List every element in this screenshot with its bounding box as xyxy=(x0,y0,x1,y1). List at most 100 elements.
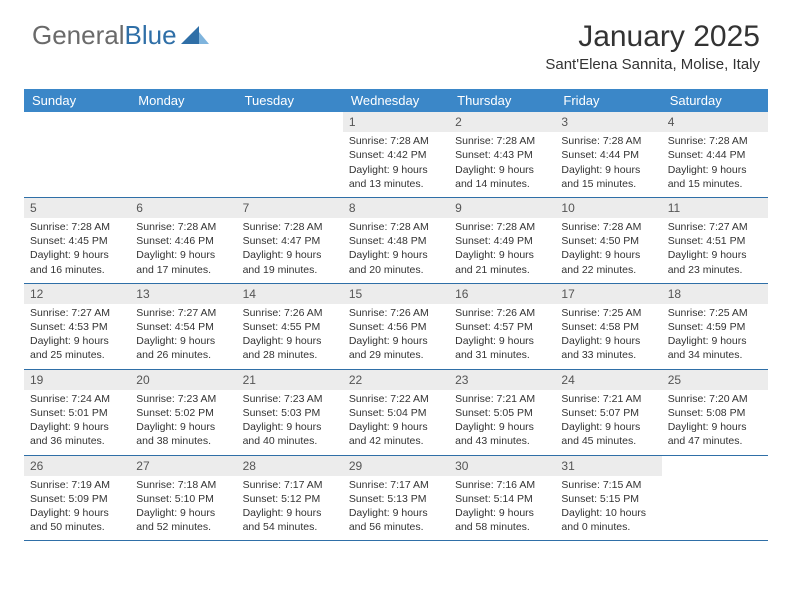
daylight2-label: and 50 minutes. xyxy=(30,520,124,534)
daylight1-label: Daylight: 9 hours xyxy=(561,334,655,348)
day-cell: 6Sunrise: 7:28 AMSunset: 4:46 PMDaylight… xyxy=(130,198,236,283)
day-number: 8 xyxy=(343,198,449,218)
weekday-header: Wednesday xyxy=(343,89,449,112)
week-row: 12 Sunrise: 7:27 AMSunset: 4:53 PM Dayligh… xyxy=(24,284,768,370)
title-block: January 2025 Sant'Elena Sannita, Molise,… xyxy=(545,20,760,73)
day-number: 28 xyxy=(237,456,343,476)
day-number: 22 xyxy=(343,370,449,390)
day-number: 2 xyxy=(449,112,555,132)
day-number: 7 xyxy=(237,198,343,218)
week-row: 5Sunrise: 7:28 AMSunset: 4:45 PMDaylight… xyxy=(24,198,768,284)
day-number: 20 xyxy=(130,370,236,390)
sunset-label: Sunset: 4:42 PM xyxy=(349,148,443,162)
daylight1-label: Daylight: 9 hours xyxy=(349,506,443,520)
sunrise-label: Sunrise: 7:22 AM xyxy=(349,392,443,406)
weekday-header: Monday xyxy=(130,89,236,112)
daylight1-label: Daylight: 9 hours xyxy=(136,506,230,520)
sunset-label: Sunset: 5:03 PM xyxy=(243,406,337,420)
sunset-label: Sunset: 4:48 PM xyxy=(349,234,443,248)
sunrise-label: Sunrise: 7:21 AM xyxy=(561,392,655,406)
day-details: Sunrise: 7:18 AMSunset: 5:10 PMDaylight:… xyxy=(130,478,236,535)
sunrise-label: Sunrise: 7:28 AM xyxy=(668,134,762,148)
sunset-label: Sunset: 4:56 PM xyxy=(349,320,443,334)
daylight2-label: and 45 minutes. xyxy=(561,434,655,448)
day-number: 4 xyxy=(662,112,768,132)
daylight1-label: Daylight: 9 hours xyxy=(136,334,230,348)
week-row: 1Sunrise: 7:28 AMSunset: 4:42 PMDaylight… xyxy=(24,112,768,198)
day-number: 6 xyxy=(130,198,236,218)
sunset-label: Sunset: 4:46 PM xyxy=(136,234,230,248)
day-details: Sunrise: 7:27 AMSunset: 4:51 PMDaylight:… xyxy=(662,220,768,277)
day-number: 1 xyxy=(343,112,449,132)
day-details: Sunrise: 7:16 AMSunset: 5:14 PMDaylight:… xyxy=(449,478,555,535)
daylight1-label: Daylight: 9 hours xyxy=(349,334,443,348)
weekday-header: Tuesday xyxy=(237,89,343,112)
sunrise-label: Sunrise: 7:17 AM xyxy=(243,478,337,492)
day-cell xyxy=(130,112,236,197)
day-cell: 11Sunrise: 7:27 AMSunset: 4:51 PMDayligh… xyxy=(662,198,768,283)
logo-text-general: General xyxy=(32,20,125,51)
day-details: Sunrise: 7:21 AMSunset: 5:05 PMDaylight:… xyxy=(449,392,555,449)
daylight2-label: and 0 minutes. xyxy=(561,520,655,534)
daylight1-label: Daylight: 9 hours xyxy=(243,420,337,434)
daylight2-label: and 17 minutes. xyxy=(136,263,230,277)
daylight2-label: and 40 minutes. xyxy=(243,434,337,448)
sunrise-label: Sunrise: 7:21 AM xyxy=(455,392,549,406)
day-cell: 17Sunrise: 7:25 AMSunset: 4:58 PMDayligh… xyxy=(555,284,661,369)
day-details: Sunrise: 7:28 AMSunset: 4:49 PMDaylight:… xyxy=(449,220,555,277)
day-cell: 4Sunrise: 7:28 AMSunset: 4:44 PMDaylight… xyxy=(662,112,768,197)
daylight1-label: Daylight: 9 hours xyxy=(136,248,230,262)
day-cell: 18Sunrise: 7:25 AMSunset: 4:59 PMDayligh… xyxy=(662,284,768,369)
day-cell: 19Sunrise: 7:24 AMSunset: 5:01 PMDayligh… xyxy=(24,370,130,455)
sunrise-label: Sunrise: 7:27 AM xyxy=(30,306,124,320)
sunset-label: Sunset: 5:05 PM xyxy=(455,406,549,420)
daylight2-label: and 58 minutes. xyxy=(455,520,549,534)
sunrise-label: Sunrise: 7:15 AM xyxy=(561,478,655,492)
sunset-label: Sunset: 4:51 PM xyxy=(668,234,762,248)
sunset-label: Sunset: 5:01 PM xyxy=(30,406,124,420)
daylight1-label: Daylight: 9 hours xyxy=(243,248,337,262)
day-cell: 23Sunrise: 7:21 AMSunset: 5:05 PMDayligh… xyxy=(449,370,555,455)
daylight2-label: and 22 minutes. xyxy=(561,263,655,277)
sunrise-label: Sunrise: 7:26 AM xyxy=(349,306,443,320)
day-number: 14 xyxy=(237,284,343,304)
sunset-label: Sunset: 5:13 PM xyxy=(349,492,443,506)
sunrise-label: Sunrise: 7:20 AM xyxy=(668,392,762,406)
day-number: 5 xyxy=(24,198,130,218)
sunset-label: Sunset: 4:44 PM xyxy=(561,148,655,162)
day-details: Sunrise: 7:28 AMSunset: 4:50 PMDaylight:… xyxy=(555,220,661,277)
sunrise-label: Sunrise: 7:28 AM xyxy=(561,220,655,234)
day-cell xyxy=(662,456,768,541)
sunset-label: Sunset: 4:53 PM xyxy=(30,320,124,334)
day-number: 12 xyxy=(24,284,130,304)
daylight2-label: and 19 minutes. xyxy=(243,263,337,277)
sunrise-label: Sunrise: 7:18 AM xyxy=(136,478,230,492)
sunrise-label: Sunrise: 7:28 AM xyxy=(561,134,655,148)
sunset-label: Sunset: 5:09 PM xyxy=(30,492,124,506)
logo-triangle-icon xyxy=(181,20,209,51)
sunset-label: Sunset: 4:55 PM xyxy=(243,320,337,334)
day-number: 25 xyxy=(662,370,768,390)
calendar-body: 1 Sunrise: 7:28 AM Sunset: 4:42 PM Daylight… xyxy=(24,112,768,541)
day-details: Sunrise: 7:26 AMSunset: 4:56 PMDaylight:… xyxy=(343,306,449,363)
sunset-label: Sunset: 4:44 PM xyxy=(668,148,762,162)
day-details: Sunrise: 7:28 AMSunset: 4:43 PMDaylight:… xyxy=(449,134,555,191)
logo-text-blue: Blue xyxy=(125,20,177,51)
day-number: 30 xyxy=(449,456,555,476)
sunrise-label: Sunrise: 7:16 AM xyxy=(455,478,549,492)
day-details: Sunrise: 7:23 AMSunset: 5:02 PMDaylight:… xyxy=(130,392,236,449)
day-cell: 3Sunrise: 7:28 AMSunset: 4:44 PMDaylight… xyxy=(555,112,661,197)
day-details: Sunrise: 7:22 AMSunset: 5:04 PMDaylight:… xyxy=(343,392,449,449)
day-cell: 28Sunrise: 7:17 AMSunset: 5:12 PMDayligh… xyxy=(237,456,343,541)
daylight1-label: Daylight: 9 hours xyxy=(243,506,337,520)
sunset-label: Sunset: 5:02 PM xyxy=(136,406,230,420)
daylight1-label: Daylight: 9 hours xyxy=(561,420,655,434)
daylight2-label: and 34 minutes. xyxy=(668,348,762,362)
day-cell: 20Sunrise: 7:23 AMSunset: 5:02 PMDayligh… xyxy=(130,370,236,455)
day-cell: 1Sunrise: 7:28 AMSunset: 4:42 PMDaylight… xyxy=(343,112,449,197)
day-details: Sunrise: 7:20 AMSunset: 5:08 PMDaylight:… xyxy=(662,392,768,449)
daylight2-label: and 15 minutes. xyxy=(668,177,762,191)
day-details: Sunrise: 7:26 AMSunset: 4:57 PMDaylight:… xyxy=(449,306,555,363)
day-cell: 8Sunrise: 7:28 AMSunset: 4:48 PMDaylight… xyxy=(343,198,449,283)
daylight1-label: Daylight: 9 hours xyxy=(349,248,443,262)
